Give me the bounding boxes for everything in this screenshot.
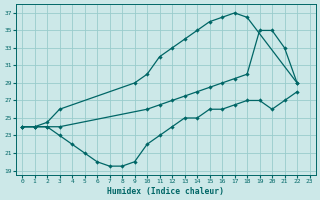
X-axis label: Humidex (Indice chaleur): Humidex (Indice chaleur) bbox=[107, 187, 224, 196]
